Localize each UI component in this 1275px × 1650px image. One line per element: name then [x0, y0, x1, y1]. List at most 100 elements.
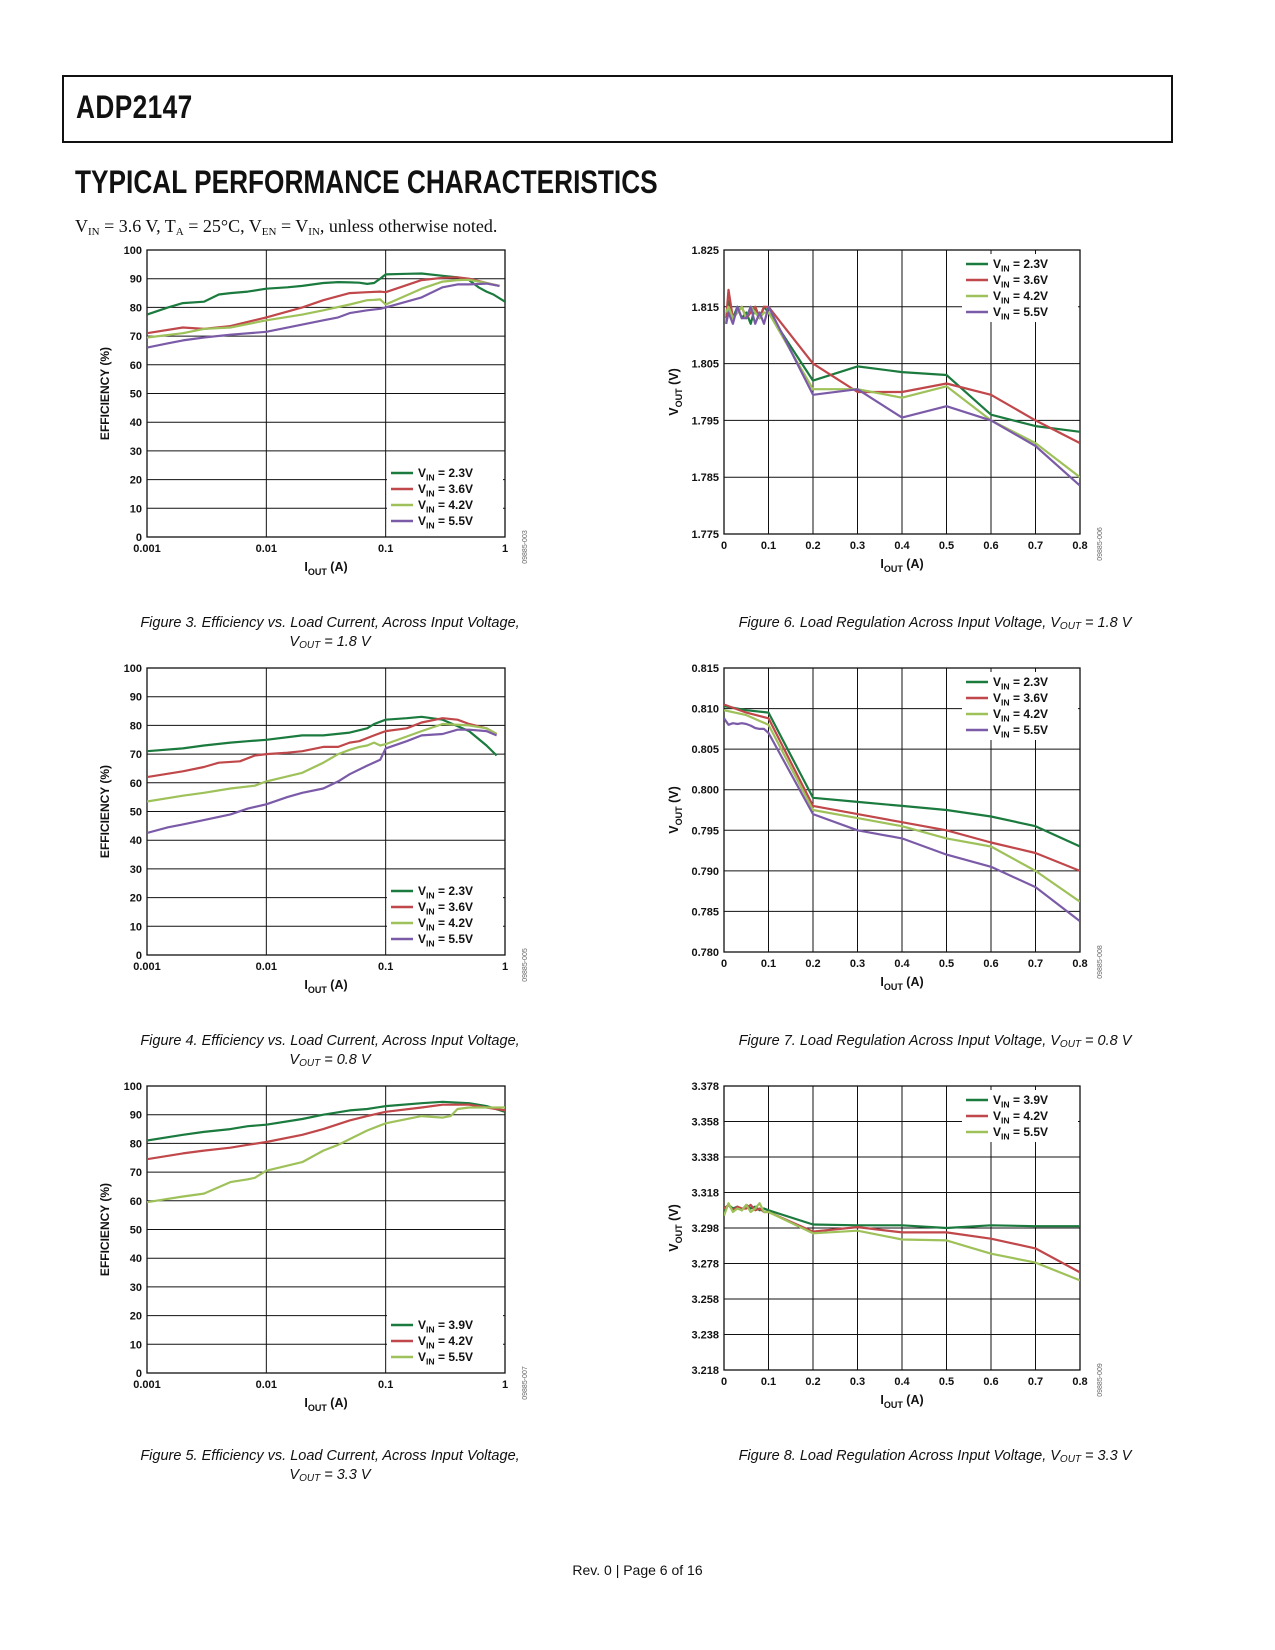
legend-box: [962, 254, 1078, 322]
legend-label: VIN = 5.5V: [993, 305, 1048, 322]
figure-3-chart: 0 10 20 30 40 50 60 70 80 90 100 0.001 0.01 0.1 1 VIN =…: [95, 245, 565, 608]
x-tick-label: 0.001: [133, 1379, 161, 1391]
y-tick-label: 50: [130, 1225, 142, 1237]
legend-label: VIN = 4.2V: [993, 1109, 1048, 1126]
legend-label: VIN = 5.5V: [993, 723, 1048, 740]
x-axis-label-tail: (A): [327, 1396, 348, 1410]
y-tick-label: 0: [136, 950, 142, 962]
header-box: ADP2147: [62, 75, 1173, 143]
y-tick-label: 0.790: [691, 866, 719, 878]
y-tick-label: 3.278: [691, 1259, 719, 1271]
legend-label-sub: IN: [1001, 1116, 1010, 1126]
y-tick-label: 10: [130, 921, 142, 933]
x-tick-label: 1: [502, 1379, 508, 1391]
y-tick-label: 100: [124, 663, 142, 675]
caption-sub: OUT: [299, 640, 321, 651]
x-tick-label: 0.8: [1072, 958, 1087, 970]
y-tick-label: 1.805: [691, 359, 719, 371]
x-axis-label-main: I: [880, 975, 883, 989]
legend-label-tail: = 4.2V: [435, 498, 473, 512]
y-tick-label: 0.795: [691, 825, 719, 837]
plot-area: [146, 667, 506, 956]
x-axis-label-sub: OUT: [884, 564, 904, 574]
x-axis-label-tail: (A): [327, 560, 348, 574]
legend-label-main: V: [418, 514, 426, 528]
series-line: [725, 305, 1080, 487]
legend-label-sub: IN: [426, 923, 435, 933]
y-axis-label: VOUT (V): [667, 1204, 684, 1251]
legend-label-tail: = 3.6V: [435, 482, 473, 496]
caption-var: V: [289, 1052, 300, 1068]
x-tick-label: 0.2: [805, 540, 820, 552]
caption-sub: OUT: [299, 1473, 321, 1484]
y-tick-label: 1.825: [691, 245, 719, 257]
cond-part: = 3.6 V, T: [99, 216, 176, 236]
y-tick-label: 0: [136, 1368, 142, 1380]
x-tick-label: 0.6: [983, 540, 998, 552]
y-axis-label: VOUT (V): [667, 368, 684, 415]
cond-part: A: [175, 226, 184, 238]
legend-label-main: V: [418, 482, 426, 496]
y-tick-label: 1.785: [691, 472, 719, 484]
x-tick-label: 0.8: [1072, 1376, 1087, 1388]
x-axis-label-tail: (A): [903, 557, 924, 571]
figure-code: 09885-009: [1097, 1363, 1104, 1397]
x-tick-label: 0.001: [133, 543, 161, 555]
legend-label: VIN = 2.3V: [993, 675, 1048, 692]
caption-line: Figure 8. Load Regulation Across Input V…: [738, 1448, 1060, 1464]
legend-label-main: V: [993, 273, 1001, 287]
x-axis-label: IOUT (A): [880, 975, 923, 992]
figure-code: 09885-008: [1097, 945, 1104, 979]
legend-label-sub: IN: [426, 1357, 435, 1367]
caption-tail: = 0.8 V: [320, 1052, 371, 1068]
series-line: [147, 1103, 505, 1161]
x-tick-label: 0.1: [761, 958, 776, 970]
x-tick-label: 1: [502, 543, 508, 555]
legend-label-tail: = 2.3V: [1010, 675, 1048, 689]
x-tick-label: 0: [721, 1376, 727, 1388]
caption-tail: = 3.3 V: [320, 1467, 371, 1483]
y-axis-label-main: V: [667, 407, 681, 416]
y-tick-label: 20: [130, 893, 142, 905]
x-axis-label-main: I: [304, 1396, 307, 1410]
y-tick-label: 3.338: [691, 1152, 719, 1164]
legend-label-main: V: [993, 1109, 1001, 1123]
legend-box: [387, 881, 503, 949]
y-tick-label: 1.815: [691, 302, 719, 314]
series-line: [147, 1100, 505, 1142]
y-tick-label: 70: [130, 1167, 142, 1179]
legend-label-sub: IN: [1001, 682, 1010, 692]
y-tick-label: 0.810: [691, 704, 719, 716]
series-line: [724, 709, 1080, 903]
legend-label: VIN = 4.2V: [418, 1334, 473, 1351]
legend-label-sub: IN: [1001, 698, 1010, 708]
legend-label-tail: = 4.2V: [1010, 1109, 1048, 1123]
y-tick-label: 90: [130, 692, 142, 704]
legend-label-tail: = 4.2V: [435, 1334, 473, 1348]
x-tick-label: 0: [721, 540, 727, 552]
y-tick-label: 20: [130, 475, 142, 487]
y-tick-label: 40: [130, 1253, 142, 1265]
y-tick-label: 0: [136, 532, 142, 544]
legend-label: VIN = 3.6V: [993, 273, 1048, 290]
y-tick-label: 10: [130, 503, 142, 515]
y-axis-label: EFFICIENCY (%): [98, 347, 112, 440]
series-line: [147, 728, 498, 835]
x-axis-label-sub: OUT: [308, 985, 328, 995]
x-axis-label-main: I: [304, 978, 307, 992]
legend-label: VIN = 3.6V: [993, 691, 1048, 708]
caption-sub: OUT: [299, 1058, 321, 1069]
legend-label-main: V: [418, 466, 426, 480]
legend-label-tail: = 2.3V: [435, 884, 473, 898]
x-tick-label: 0.1: [378, 1379, 393, 1391]
x-tick-label: 0.3: [850, 540, 865, 552]
cond-part: V: [75, 216, 88, 236]
x-tick-label: 0: [721, 958, 727, 970]
y-tick-label: 3.238: [691, 1330, 719, 1342]
legend-label-tail: = 4.2V: [435, 916, 473, 930]
plot-area: [723, 667, 1081, 953]
x-tick-label: 0.1: [378, 543, 393, 555]
legend-label-sub: IN: [426, 907, 435, 917]
figure-4-chart: 0 10 20 30 40 50 60 70 80 90 100 0.001 0.01 0.1 1 VIN =…: [95, 663, 565, 1026]
x-tick-label: 0.5: [939, 540, 954, 552]
